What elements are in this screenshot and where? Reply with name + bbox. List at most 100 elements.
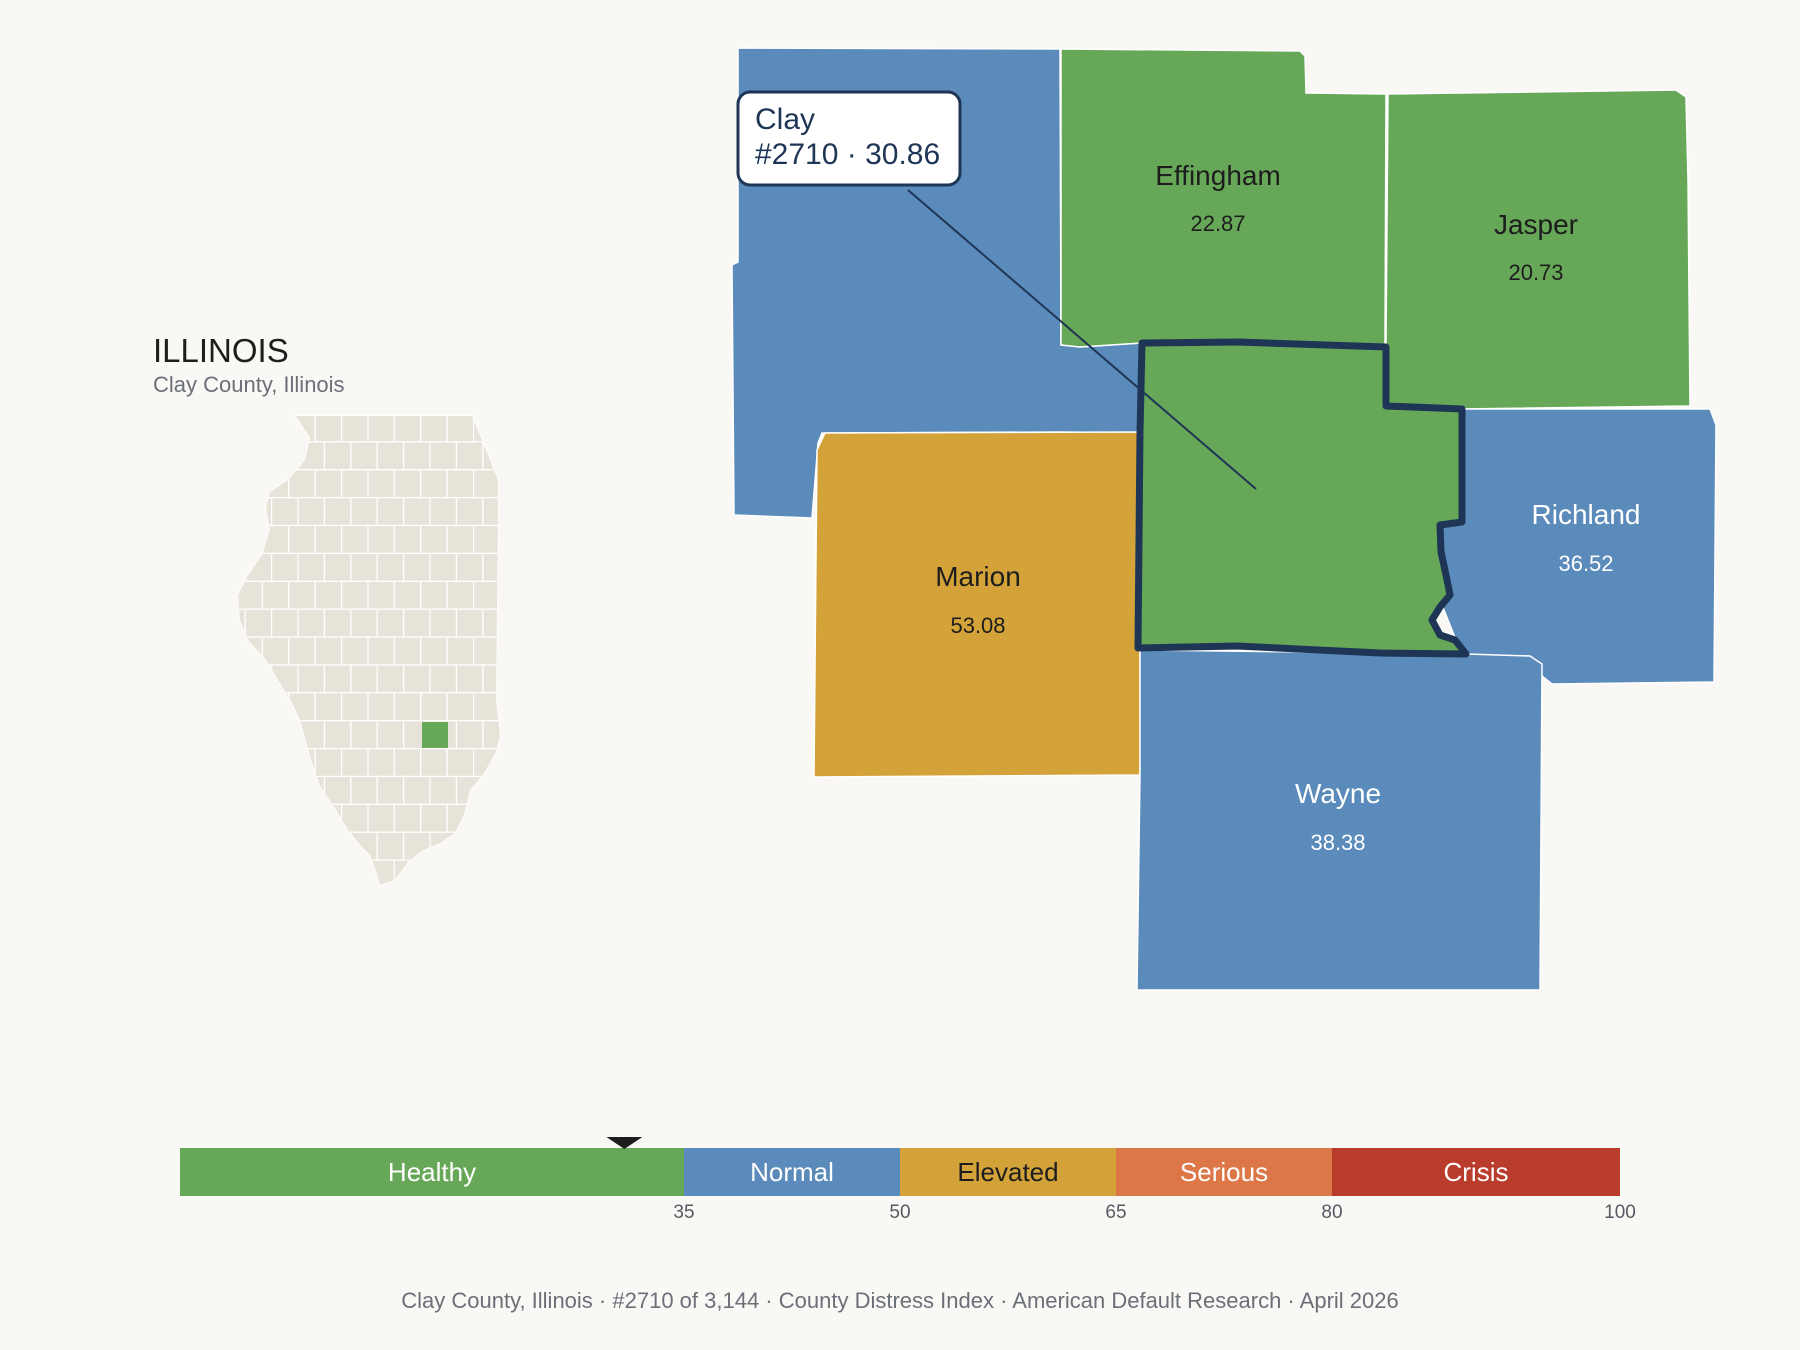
inset-county [261,692,290,722]
inset-county [288,416,316,443]
footer-separator: · [759,1288,779,1313]
legend-band-healthy [180,1148,684,1196]
legend-label-elevated: Elevated [957,1157,1058,1187]
inset-county [446,580,475,610]
inset-county [271,720,299,750]
region-map: Effingham 22.87 Jasper 20.73 Richland 36… [731,47,1717,991]
inset-county [261,469,290,499]
inset-county [393,416,422,443]
legend-band-elevated [900,1148,1116,1196]
county-marion[interactable] [813,431,1141,778]
inset-county [210,414,236,442]
inset-county [482,720,500,750]
inset-county [367,859,395,885]
inset-county [261,747,290,778]
county-richland[interactable] [1439,408,1717,685]
inset-county [238,497,246,527]
inset-county [473,692,500,722]
inset-county [429,664,458,694]
inset-county [393,803,422,833]
inset-county [341,803,369,833]
legend-label-normal: Normal [750,1157,834,1187]
inset-county [271,608,299,638]
inset-county [403,664,431,694]
legend-label-healthy: Healthy [388,1157,476,1187]
inset-county [482,608,500,638]
inset-county [482,664,500,694]
inset-county [350,831,378,861]
inset-county [244,608,273,638]
inset-county [376,831,405,861]
inset-county [420,803,448,833]
inset-county [238,831,246,861]
inset-county [271,552,299,582]
inset-county [499,580,500,610]
inset-county [446,747,475,778]
inset-county [367,524,395,555]
inset-county [499,636,500,666]
inset-county [350,608,378,638]
state-subtitle: Clay County, Illinois [153,372,345,397]
county-wayne[interactable] [1136,649,1543,991]
inset-county [499,469,500,499]
inset-county [376,441,405,471]
inset-county [210,749,236,777]
inset-county [350,664,378,694]
inset-county [499,859,500,885]
inset-county [509,665,535,693]
inset-county [210,581,236,609]
inset-county [367,692,395,722]
inset-county [376,775,405,805]
inset-county [238,859,263,885]
inset-county [271,664,299,694]
inset-county [297,608,326,638]
county-grid [210,414,535,885]
inset-county [238,720,246,750]
inset-county [314,636,343,666]
inset-county [367,803,395,833]
footer-item: American Default Research [1012,1288,1281,1313]
inset-county [238,469,263,499]
inset-county [314,859,343,885]
inset-county [261,416,290,443]
inset-county [420,524,448,555]
inset-county [446,469,475,499]
footer-separator: · [994,1288,1012,1313]
inset-county [509,832,535,860]
inset-county [420,636,448,666]
inset-county [473,469,500,499]
inset-county [446,692,475,722]
inset-county [314,580,343,610]
clay-highlight [422,722,448,748]
inset-county [376,608,405,638]
inset-county [323,497,352,527]
inset-county [288,803,316,833]
inset-county [393,524,422,555]
inset-county [350,497,378,527]
inset-county [210,470,236,498]
inset-county [244,552,273,582]
inset-county [314,692,343,722]
county-jasper[interactable] [1385,89,1691,410]
inset-county [429,552,458,582]
inset-county [297,552,326,582]
legend-tick: 50 [889,1202,910,1223]
inset-county [367,469,395,499]
label-effingham-name: Effingham [1155,160,1281,191]
label-effingham-value: 22.87 [1190,211,1245,236]
inset-county [393,580,422,610]
footer-separator: · [1281,1288,1299,1313]
inset-county [446,524,475,555]
inset-county [499,803,500,833]
inset-county [482,441,500,471]
inset-county [429,441,458,471]
inset-county [244,831,273,861]
inset-county [238,441,246,471]
legend-tick: 35 [673,1202,694,1223]
inset-county [261,580,290,610]
legend-band-crisis [1332,1148,1620,1196]
county-clay-selected[interactable] [1134,338,1470,658]
label-marion-name: Marion [935,561,1021,592]
inset-county [420,469,448,499]
county-effingham[interactable] [1060,48,1387,348]
